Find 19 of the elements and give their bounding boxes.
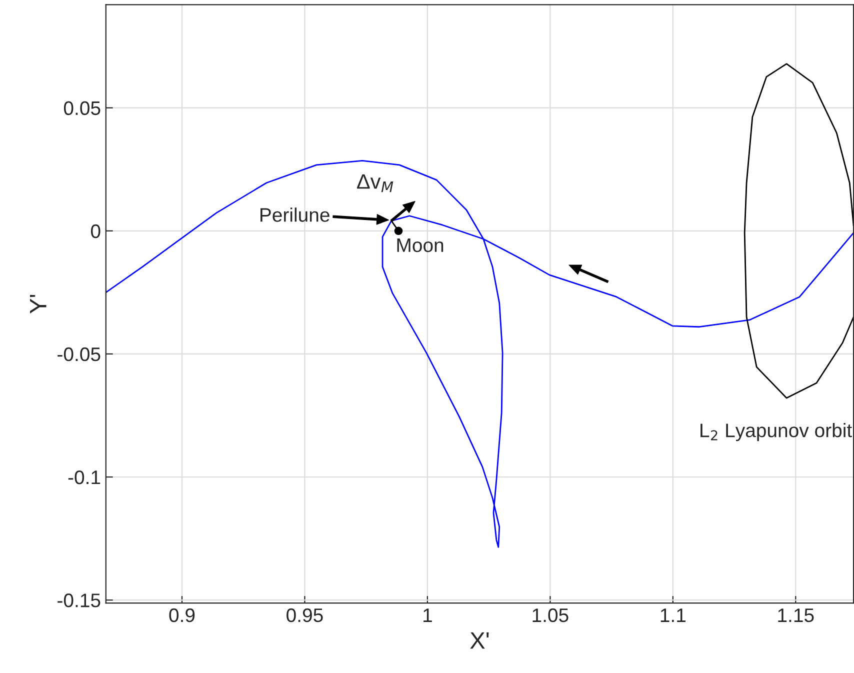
y-tick-label: 0.05 (64, 101, 100, 116)
x-tick-label: 1 (424, 608, 432, 622)
y-tick-label: 0 (90, 224, 100, 238)
line-series (106, 160, 854, 548)
y-tick-label: -0.15 (58, 594, 100, 608)
x-axis-title: X' (470, 632, 489, 649)
annotation: L$_{2}$ Lyapunov orbit (700, 422, 852, 442)
y-tick-label: -0.1 (68, 470, 100, 484)
x-tick-label: 0.95 (286, 608, 323, 622)
x-tick-label: 1.05 (532, 608, 568, 622)
x-tick-label: 1.15 (778, 608, 814, 622)
annotation: Δv$_{M}$ (357, 174, 394, 192)
x-tick-label: 0.9 (169, 608, 195, 622)
annotation: Perilune (260, 208, 330, 222)
y-axis-title: Y' (30, 294, 46, 314)
line-series (744, 63, 854, 399)
annotation: Moon (397, 238, 444, 252)
y-tick-label: -0.05 (58, 347, 100, 362)
x-tick-label: 1.1 (660, 608, 686, 622)
